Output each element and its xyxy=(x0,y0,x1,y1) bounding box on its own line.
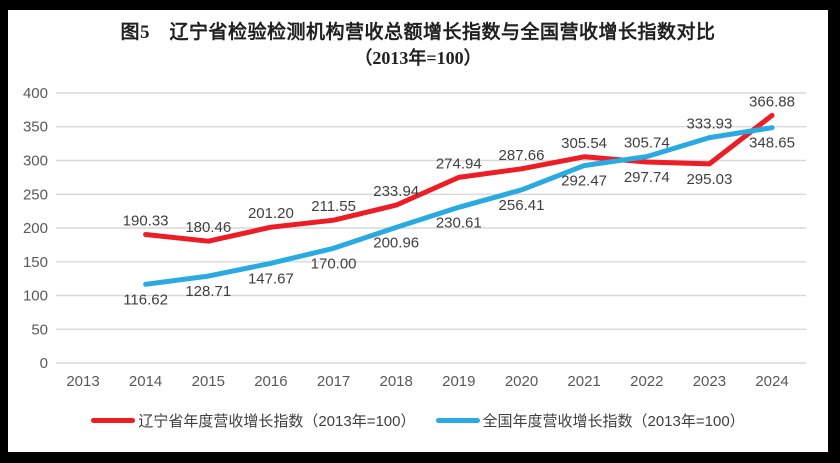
data-label: 200.96 xyxy=(373,234,419,251)
legend-label-national: 全国年度营收增长指数（2013年=100） xyxy=(482,413,745,430)
y-axis-tick-label: 50 xyxy=(31,321,48,338)
data-label: 211.55 xyxy=(311,198,356,215)
x-axis-tick-label: 2017 xyxy=(317,373,350,390)
data-label: 295.03 xyxy=(686,171,732,188)
chart-canvas: 图5 辽宁省检验检测机构营收总额增长指数与全国营收增长指数对比 （2013年=1… xyxy=(8,10,828,452)
legend-blue-line-swatch xyxy=(435,418,480,423)
data-label: 147.67 xyxy=(248,270,294,287)
data-label: 128.71 xyxy=(185,283,231,300)
x-axis-tick-label: 2020 xyxy=(505,373,538,390)
y-axis-tick-label: 100 xyxy=(23,288,48,305)
data-label: 348.65 xyxy=(749,135,795,152)
legend-label-liaoning: 辽宁省年度营收增长指数（2013年=100） xyxy=(138,413,416,430)
x-axis-tick-label: 2019 xyxy=(442,373,475,390)
legend-red-line-swatch xyxy=(91,418,136,423)
y-axis-tick-label: 250 xyxy=(23,186,48,203)
x-axis-tick-label: 2021 xyxy=(567,373,600,390)
chart-subtitle: （2013年=100） xyxy=(354,48,482,68)
data-label: 297.74 xyxy=(624,169,670,186)
x-axis-tick-label: 2014 xyxy=(129,373,162,390)
x-axis-tick-label: 2022 xyxy=(630,373,663,390)
series-line-liaoning xyxy=(143,112,775,244)
x-axis-tick-label: 2018 xyxy=(380,373,413,390)
data-label: 230.61 xyxy=(436,214,482,231)
data-label: 305.74 xyxy=(624,135,670,152)
legend-item-national: 全国年度营收增长指数（2013年=100） xyxy=(435,410,745,431)
data-label: 305.54 xyxy=(561,135,607,152)
data-label: 274.94 xyxy=(436,155,482,172)
x-axis-tick-label: 2024 xyxy=(755,373,788,390)
data-label: 180.46 xyxy=(185,219,231,236)
chart-title: 图5 辽宁省检验检测机构营收总额增长指数与全国营收增长指数对比 xyxy=(120,22,716,43)
data-label: 366.88 xyxy=(749,93,795,110)
data-label: 287.66 xyxy=(499,147,545,164)
data-label: 292.47 xyxy=(561,173,607,190)
x-axis-tick-label: 2016 xyxy=(254,373,287,390)
legend-item-liaoning: 辽宁省年度营收增长指数（2013年=100） xyxy=(91,410,416,431)
data-label: 116.62 xyxy=(123,291,168,308)
data-label: 256.41 xyxy=(499,197,545,214)
y-axis-tick-label: 150 xyxy=(23,254,48,271)
data-label: 233.94 xyxy=(373,183,419,200)
y-axis-tick-label: 200 xyxy=(23,220,48,237)
y-axis-tick-label: 400 xyxy=(23,85,48,102)
y-axis-tick-label: 0 xyxy=(40,355,48,372)
data-label: 170.00 xyxy=(311,255,357,272)
series-line-national xyxy=(143,125,775,287)
y-axis-tick-label: 300 xyxy=(23,153,48,170)
data-label: 201.20 xyxy=(248,205,294,222)
x-axis-tick-label: 2023 xyxy=(693,373,726,390)
x-axis-tick-label: 2013 xyxy=(66,373,99,390)
chart-legend: 辽宁省年度营收增长指数（2013年=100） 全国年度营收增长指数（2013年=… xyxy=(8,410,828,431)
y-axis-tick-label: 350 xyxy=(23,119,48,136)
x-axis-tick-label: 2015 xyxy=(192,373,225,390)
line-chart-plot-area: 0 50 100 150 200 250 300 350 400 2013 2014 2015 2016… xyxy=(23,85,806,390)
data-label: 190.33 xyxy=(123,213,169,230)
data-label: 333.93 xyxy=(686,116,732,133)
